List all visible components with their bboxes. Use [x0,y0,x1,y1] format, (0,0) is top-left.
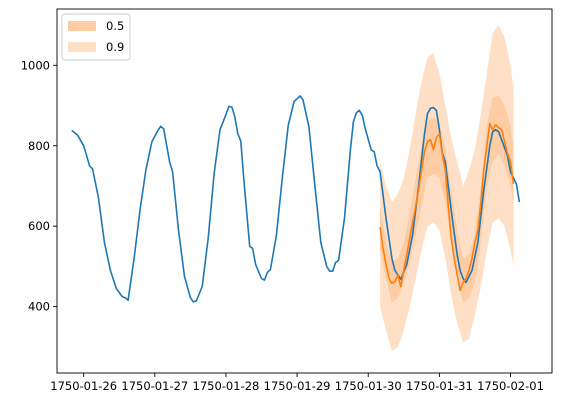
legend-label: 0.9 [106,40,124,54]
forecast-median-line [379,122,515,292]
y-tick-label: 600 [28,219,50,233]
legend: 0.5 0.9 [61,13,131,61]
x-tick-label: 1750-01-31 [406,379,473,393]
y-tick-label: 800 [28,139,50,153]
band-0.5 [380,95,514,303]
observed-line [71,95,521,303]
series-lines [71,95,521,303]
plot-frame [56,8,553,374]
x-tick-label: 1750-01-27 [121,379,188,393]
x-tick-label: 1750-01-26 [50,379,117,393]
y-axis-ticks: 400 600 800 1000 [21,58,57,314]
x-axis-ticks: 1750-01-26 1750-01-27 1750-01-28 1750-01-29… [50,373,544,393]
legend-label: 0.5 [106,19,124,33]
y-tick-label: 400 [28,300,50,314]
x-tick-label: 1750-01-28 [193,379,260,393]
x-tick-label: 1750-01-30 [335,379,402,393]
legend-swatch [68,42,96,52]
legend-swatch [68,21,96,31]
x-tick-label: 1750-02-01 [477,379,544,393]
x-tick-label: 1750-01-29 [264,379,331,393]
y-tick-label: 1000 [21,58,50,72]
